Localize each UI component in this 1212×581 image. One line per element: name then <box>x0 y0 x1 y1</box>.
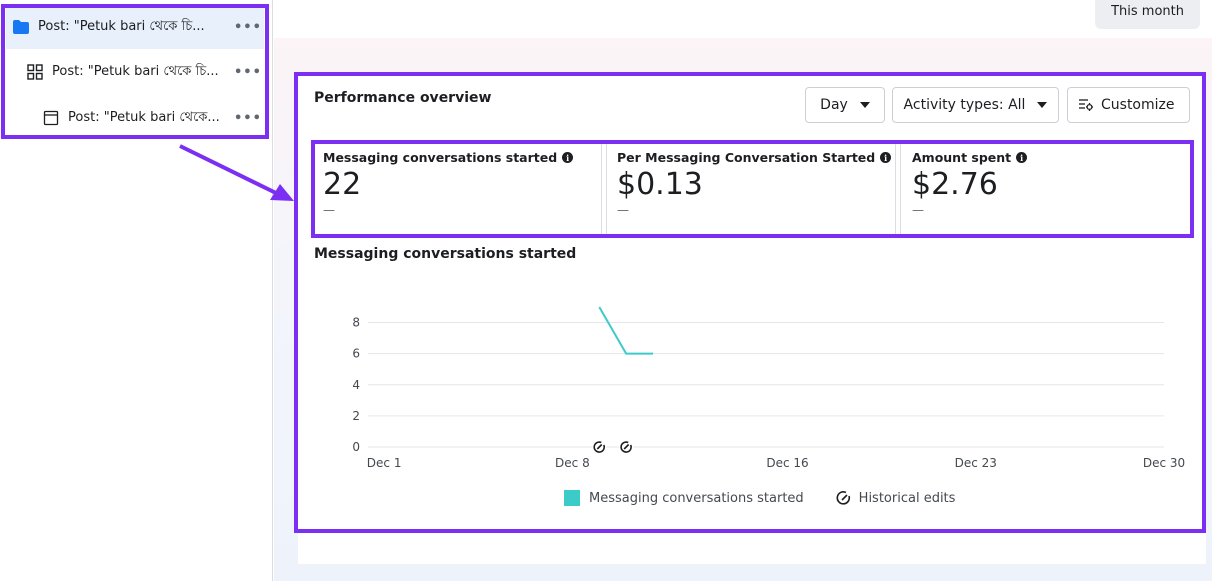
metric-value: 22 <box>323 167 362 202</box>
activity-dropdown-label: Activity types: All <box>903 97 1026 113</box>
legend-series-label[interactable]: Messaging conversations started <box>589 490 804 506</box>
metric-label-row: Per Messaging Conversation Started i <box>617 150 891 165</box>
card-title: Performance overview <box>314 90 492 106</box>
metric-value: $0.13 <box>617 167 703 202</box>
line-chart: 0 2 4 6 8 Dec 1 Dec 8 Dec 16 Dec 23 Dec 30 <box>352 306 1185 470</box>
metric-value: $2.76 <box>912 167 998 202</box>
y-tick-label: 2 <box>352 409 360 423</box>
info-icon[interactable]: i <box>562 152 574 163</box>
more-options-icon[interactable]: ••• <box>234 19 262 35</box>
top-strip: This month <box>274 0 1212 38</box>
metric-label: Amount spent <box>912 150 1012 165</box>
metric-label: Per Messaging Conversation Started <box>617 150 876 165</box>
x-tick-label: Dec 23 <box>955 456 997 470</box>
chart-legend: Messaging conversations started Historic… <box>564 490 955 506</box>
campaign-tree-panel: Post: "Petuk bari থেকে চি... ••• Post: "… <box>0 0 273 581</box>
series-line <box>598 306 654 355</box>
y-tick-label: 6 <box>352 347 360 361</box>
metric-label: Messaging conversations started <box>323 150 558 165</box>
y-tick-label: 4 <box>352 378 360 392</box>
caret-down-icon <box>1037 102 1048 108</box>
performance-overview-card: Performance overview Day Activity types:… <box>294 72 1206 533</box>
historical-edit-icon <box>836 490 852 506</box>
customize-icon <box>1078 98 1094 112</box>
historical-edit-marker[interactable] <box>619 440 634 454</box>
legend-swatch <box>564 490 580 506</box>
metrics-row: Messaging conversations started i 22 — P… <box>311 140 1194 238</box>
metric-delta: — <box>912 203 924 217</box>
date-range-button[interactable]: This month <box>1095 0 1200 29</box>
x-tick-label: Dec 16 <box>766 456 808 470</box>
historical-edit-marker[interactable] <box>592 440 607 454</box>
tree-item-campaign[interactable]: Post: "Petuk bari থেকে চি... ••• <box>6 5 264 49</box>
chart-title: Messaging conversations started <box>314 246 577 262</box>
tree-item-ad[interactable]: Post: "Petuk bari থেকে... ••• <box>6 96 264 140</box>
more-options-icon[interactable]: ••• <box>234 110 262 126</box>
info-icon[interactable]: i <box>880 152 891 163</box>
x-tick-label: Dec 8 <box>555 456 590 470</box>
metric-label-row: Messaging conversations started i <box>323 150 597 165</box>
legend-edits-label[interactable]: Historical edits <box>858 490 956 506</box>
day-dropdown[interactable]: Day <box>805 87 885 123</box>
highlight-box <box>1 4 269 139</box>
activity-types-dropdown[interactable]: Activity types: All <box>892 87 1059 123</box>
info-icon[interactable]: i <box>1016 152 1028 163</box>
customize-label: Customize <box>1101 97 1175 113</box>
metric-divider <box>601 144 607 234</box>
metric-cost-per-conversation[interactable]: Per Messaging Conversation Started i $0.… <box>609 144 899 234</box>
grid-icon <box>26 63 44 81</box>
tree-item-adset[interactable]: Post: "Petuk bari থেকে চি... ••• <box>6 50 264 94</box>
ad-icon <box>42 109 60 127</box>
metric-amount-spent[interactable]: Amount spent i $2.76 — <box>904 144 1194 234</box>
x-tick-label: Dec 30 <box>1143 456 1185 470</box>
caret-down-icon <box>859 102 870 108</box>
metric-conversations[interactable]: Messaging conversations started i 22 — <box>315 144 605 234</box>
x-tick-label: Dec 1 <box>367 456 402 470</box>
more-options-icon[interactable]: ••• <box>234 64 262 80</box>
y-tick-label: 0 <box>352 440 360 454</box>
y-tick-label: 8 <box>352 316 360 330</box>
customize-button[interactable]: Customize <box>1067 87 1190 123</box>
folder-icon <box>12 18 30 36</box>
metric-delta: — <box>617 203 629 217</box>
metric-label-row: Amount spent i <box>912 150 1186 165</box>
metric-delta: — <box>323 203 335 217</box>
next-card-edge <box>298 530 1206 564</box>
metric-divider <box>895 144 901 234</box>
day-dropdown-label: Day <box>820 97 848 113</box>
